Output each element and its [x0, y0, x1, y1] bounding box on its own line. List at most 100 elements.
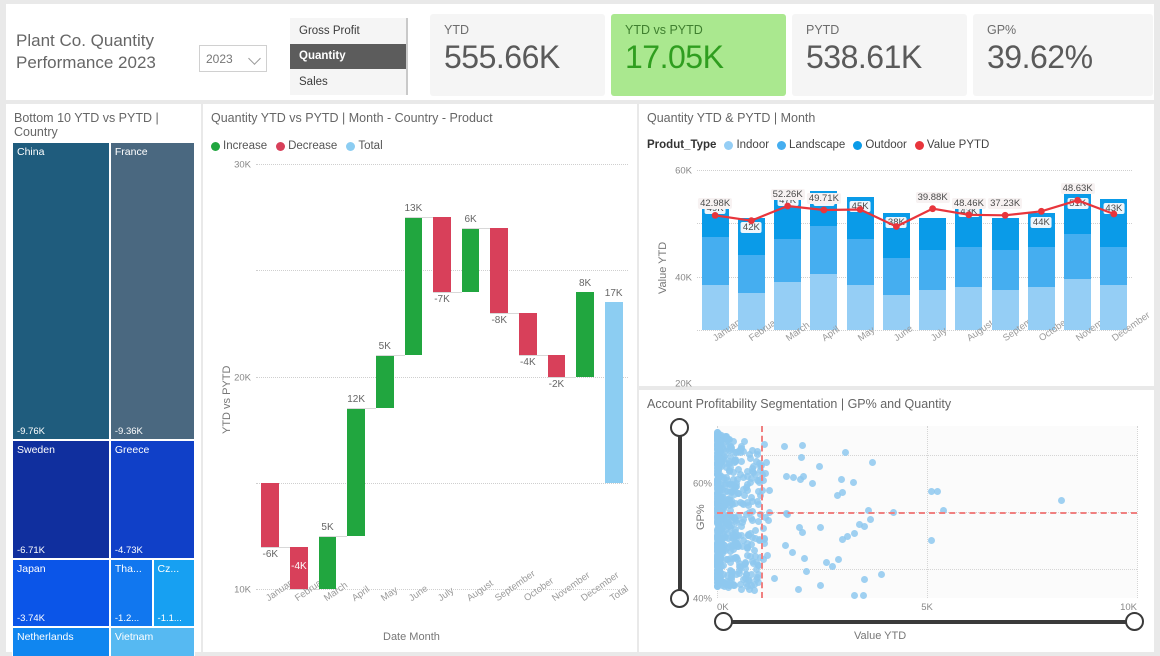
scatter-point[interactable]: [740, 576, 748, 584]
scatter-point[interactable]: [741, 558, 749, 566]
scatter-point[interactable]: [751, 547, 759, 555]
scatter-point[interactable]: [742, 570, 750, 578]
scatter-point[interactable]: [755, 535, 763, 543]
scatter-point[interactable]: [782, 541, 790, 549]
stacked-bar-segment[interactable]: [846, 284, 874, 330]
scatter-point[interactable]: [729, 437, 737, 445]
stacked-bar-segment[interactable]: [955, 287, 983, 330]
waterfall-bar[interactable]: [404, 217, 423, 356]
stacked-bar-segment[interactable]: [737, 255, 765, 293]
scatter-point[interactable]: [715, 484, 723, 492]
scatter-point[interactable]: [799, 442, 807, 450]
scatter-point[interactable]: [755, 517, 763, 525]
scatter-point[interactable]: [730, 542, 738, 550]
scatter-point[interactable]: [757, 491, 765, 499]
scatter-point[interactable]: [732, 518, 740, 526]
scatter-point[interactable]: [725, 459, 733, 467]
scatter-point[interactable]: [731, 491, 739, 498]
stacked-bar-column[interactable]: [919, 218, 947, 330]
scatter-point[interactable]: [733, 479, 741, 487]
stacked-bar-segment[interactable]: [1064, 234, 1092, 280]
scatter-point[interactable]: [760, 440, 768, 448]
treemap-tile[interactable]: China -9.76K: [12, 142, 110, 441]
scatter-point[interactable]: [720, 571, 727, 579]
waterfall-bar[interactable]: [290, 546, 308, 589]
scatter-point[interactable]: [797, 453, 805, 461]
gp-percent-range-slider[interactable]: [670, 418, 690, 608]
stacked-bar-segment[interactable]: [991, 250, 1019, 290]
scatter-point[interactable]: [755, 487, 763, 495]
scatter-point[interactable]: [751, 552, 759, 560]
scatter-point[interactable]: [728, 573, 736, 581]
scatter-point[interactable]: [743, 545, 751, 553]
scatter-point[interactable]: [842, 449, 850, 457]
scatter-point[interactable]: [714, 508, 722, 516]
scatter-point[interactable]: [733, 475, 741, 483]
treemap-tile[interactable]: Netherlands-3.26K: [12, 626, 110, 656]
scatter-point[interactable]: [789, 474, 797, 482]
scatter-point[interactable]: [757, 467, 765, 475]
scatter-point[interactable]: [829, 562, 836, 570]
scatter-point[interactable]: [737, 499, 745, 507]
legend-item[interactable]: Total: [346, 140, 383, 152]
scatter-point[interactable]: [754, 578, 762, 586]
scatter-point[interactable]: [727, 453, 735, 461]
scatter-point[interactable]: [721, 488, 729, 496]
scatter-point[interactable]: [713, 466, 721, 474]
scatter-point[interactable]: [713, 513, 721, 521]
scatter-point[interactable]: [754, 562, 762, 570]
scatter-point[interactable]: [720, 494, 728, 502]
stacked-bar-segment[interactable]: [919, 250, 947, 290]
stacked-bar-segment[interactable]: [919, 218, 947, 250]
scatter-point[interactable]: [713, 529, 721, 537]
scatter-point[interactable]: [732, 525, 740, 533]
waterfall-bar[interactable]: [261, 482, 280, 547]
slider-knob-max[interactable]: [1125, 612, 1144, 631]
scatter-point[interactable]: [729, 475, 737, 483]
waterfall-bar[interactable]: [576, 291, 594, 377]
scatter-point[interactable]: [796, 475, 804, 483]
scatter-point[interactable]: [724, 436, 732, 443]
stacked-bar-segment[interactable]: [919, 290, 947, 330]
scatter-point[interactable]: [737, 522, 745, 530]
stacked-bar-segment[interactable]: [737, 292, 765, 330]
scatter-point[interactable]: [802, 567, 810, 575]
scatter-point[interactable]: [726, 446, 734, 454]
scatter-point[interactable]: [737, 586, 745, 594]
scatter-point[interactable]: [733, 554, 741, 562]
scatter-point[interactable]: [732, 458, 740, 466]
scatter-point[interactable]: [760, 476, 768, 484]
scatter-point[interactable]: [730, 515, 738, 523]
waterfall-bar[interactable]: [318, 535, 337, 589]
scatter-point[interactable]: [718, 545, 726, 553]
scatter-point[interactable]: [934, 488, 941, 496]
treemap-tile[interactable]: France -9.36K: [109, 142, 195, 441]
scatter-point[interactable]: [782, 472, 790, 480]
scatter-point[interactable]: [753, 457, 761, 465]
scatter-point[interactable]: [724, 477, 732, 485]
treemap-tiles[interactable]: China -9.76K France -9.36K Sweden -6.71K Greec…: [12, 142, 195, 656]
scatter-point[interactable]: [740, 492, 748, 500]
scatter-point[interactable]: [739, 537, 747, 545]
scatter-point[interactable]: [789, 549, 797, 557]
scatter-point[interactable]: [743, 472, 751, 480]
scatter-plot-area[interactable]: 0K 5K 10K 20% 40% 60%: [693, 426, 1138, 613]
waterfall-bar[interactable]: [433, 217, 451, 292]
scatter-point[interactable]: [718, 582, 726, 590]
stacked-bar-segment[interactable]: [701, 236, 729, 285]
scatter-point[interactable]: [762, 458, 770, 466]
scatter-point[interactable]: [940, 507, 948, 515]
scatter-point[interactable]: [878, 570, 886, 578]
scatter-point[interactable]: [720, 502, 728, 510]
scatter-point[interactable]: [719, 473, 727, 481]
scatter-point[interactable]: [860, 575, 868, 583]
treemap-tile[interactable]: Cz... -1.1...: [152, 559, 195, 627]
scatter-point[interactable]: [867, 515, 875, 523]
waterfall-bar[interactable]: [347, 408, 366, 536]
scatter-point[interactable]: [760, 535, 768, 543]
scatter-point[interactable]: [765, 517, 772, 525]
scatter-point[interactable]: [859, 591, 867, 599]
scatter-point[interactable]: [860, 522, 868, 530]
scatter-point[interactable]: [783, 510, 791, 518]
scatter-point[interactable]: [736, 580, 744, 588]
